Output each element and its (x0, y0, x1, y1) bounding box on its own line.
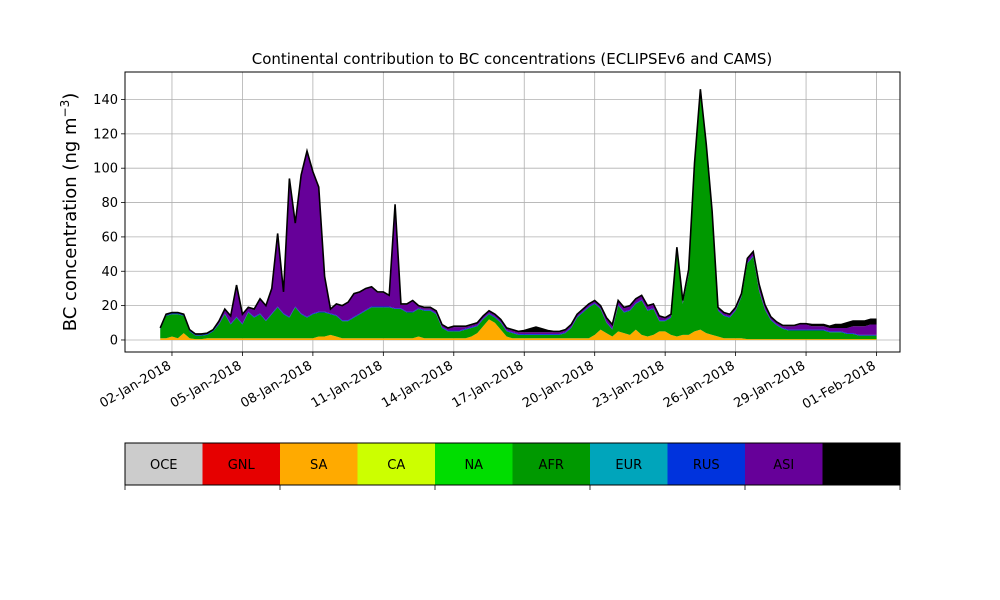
plot-frame (124, 71, 901, 353)
legend-label-rus: RUS (693, 458, 720, 473)
legend-label-ca: CA (387, 458, 405, 473)
area-asi (160, 90, 877, 335)
y-axis-label: BC concentration (ng m−3) (58, 93, 81, 332)
legend-label-gnl: GNL (228, 458, 256, 473)
legend-swatch-afr (512, 443, 591, 485)
legend-frame (124, 442, 901, 486)
y-tick-label: 0 (110, 333, 118, 348)
total-concentration-line (159, 89, 877, 335)
y-axis-label-sup: −3 (58, 100, 72, 118)
area-afr (160, 92, 877, 340)
y-tick-label: 80 (101, 196, 118, 211)
area-sa (160, 319, 877, 340)
y-tick-label: 40 (101, 265, 118, 280)
legend-swatch-aus (822, 443, 901, 485)
y-axis: 0 20 40 60 80 100 120 140 (93, 93, 125, 348)
legend-swatch-asi (745, 443, 823, 485)
legend-swatch-na (435, 443, 513, 485)
y-tick-label: 100 (93, 162, 118, 177)
legend-label-oce: OCE (150, 458, 178, 473)
legend-swatch-ca (357, 443, 436, 485)
y-tick-label: 20 (101, 299, 118, 314)
legend-swatch-rus (667, 443, 746, 485)
legend-swatch-gnl (202, 443, 281, 485)
legend-swatch-sa (280, 443, 358, 485)
chart-title: Continental contribution to BC concentra… (252, 50, 773, 68)
y-tick-label: 120 (93, 127, 118, 142)
legend-label-afr: AFR (539, 458, 564, 473)
y-axis-label-close: ) (60, 93, 81, 100)
legend-label-aus: AUS (848, 458, 875, 473)
legend-swatch-oce (125, 443, 203, 485)
legend-colorbar: OCE GNL SA CA NA AFR EUR RUS ASI AUS (124, 442, 901, 490)
y-axis-label-main: BC concentration (ng m (60, 117, 81, 331)
legend-swatch-eur (590, 443, 668, 485)
y-tick-label: 140 (93, 93, 118, 108)
legend-label-asi: ASI (773, 458, 794, 473)
legend-label-sa: SA (310, 458, 327, 473)
legend-label-eur: EUR (615, 458, 642, 473)
legend-label-na: NA (464, 458, 483, 473)
y-tick-label: 60 (101, 230, 118, 245)
